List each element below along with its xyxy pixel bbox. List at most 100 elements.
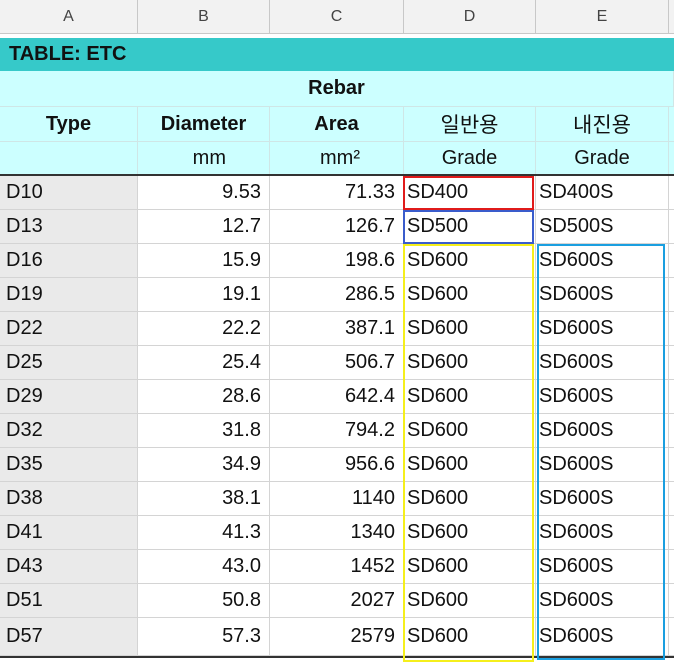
unit-diameter[interactable]: mm <box>138 142 270 176</box>
cell-type[interactable]: D41 <box>0 516 138 550</box>
cell-area[interactable]: 1340 <box>270 516 404 550</box>
cell-general-grade[interactable]: SD600 <box>404 482 536 516</box>
cell-diameter[interactable]: 22.2 <box>138 312 270 346</box>
cell-seismic-grade[interactable]: SD400S <box>536 176 669 210</box>
cell-general-grade[interactable]: SD500 <box>404 210 536 244</box>
cell-area[interactable]: 286.5 <box>270 278 404 312</box>
cell-empty[interactable] <box>669 312 674 346</box>
cell-diameter[interactable]: 43.0 <box>138 550 270 584</box>
cell-general-grade[interactable]: SD600 <box>404 278 536 312</box>
cell-area[interactable]: 506.7 <box>270 346 404 380</box>
cell-seismic-grade[interactable]: SD600S <box>536 312 669 346</box>
cell-diameter[interactable]: 38.1 <box>138 482 270 516</box>
cell-empty[interactable] <box>669 482 674 516</box>
cell-seismic-grade[interactable]: SD600S <box>536 414 669 448</box>
cell-empty[interactable] <box>669 380 674 414</box>
cell-area[interactable]: 2027 <box>270 584 404 618</box>
header-general-grade[interactable]: 일반용 <box>404 107 536 142</box>
cell-type[interactable]: D35 <box>0 448 138 482</box>
cell-area[interactable]: 956.6 <box>270 448 404 482</box>
cell-diameter[interactable]: 12.7 <box>138 210 270 244</box>
cell-empty[interactable] <box>669 618 674 656</box>
cell-seismic-grade[interactable]: SD600S <box>536 448 669 482</box>
cell-seismic-grade[interactable]: SD600S <box>536 278 669 312</box>
header-seismic-grade[interactable]: 내진용 <box>536 107 669 142</box>
cell-general-grade[interactable]: SD600 <box>404 312 536 346</box>
cell-diameter[interactable]: 50.8 <box>138 584 270 618</box>
cell-area[interactable]: 1452 <box>270 550 404 584</box>
column-header-d[interactable]: D <box>404 0 536 34</box>
unit-general-grade[interactable]: Grade <box>404 142 536 176</box>
cell-type[interactable]: D43 <box>0 550 138 584</box>
cell-empty[interactable] <box>669 516 674 550</box>
cell-area[interactable]: 198.6 <box>270 244 404 278</box>
unit-seismic-grade[interactable]: Grade <box>536 142 669 176</box>
cell-area[interactable]: 387.1 <box>270 312 404 346</box>
cell-diameter[interactable]: 34.9 <box>138 448 270 482</box>
cell-empty[interactable] <box>669 244 674 278</box>
cell-type[interactable]: D51 <box>0 584 138 618</box>
cell-area[interactable]: 642.4 <box>270 380 404 414</box>
cell-type[interactable]: D10 <box>0 176 138 210</box>
column-header-f[interactable] <box>669 0 674 34</box>
cell-seismic-grade[interactable]: SD600S <box>536 346 669 380</box>
cell-diameter[interactable]: 31.8 <box>138 414 270 448</box>
table-title[interactable]: TABLE: ETC <box>9 43 127 65</box>
cell-area[interactable]: 1140 <box>270 482 404 516</box>
column-header-b[interactable]: B <box>138 0 270 34</box>
cell-type[interactable]: D32 <box>0 414 138 448</box>
cell-type[interactable]: D25 <box>0 346 138 380</box>
cell-seismic-grade[interactable]: SD500S <box>536 210 669 244</box>
cell-diameter[interactable]: 57.3 <box>138 618 270 656</box>
column-header-c[interactable]: C <box>270 0 404 34</box>
cell-general-grade[interactable]: SD600 <box>404 448 536 482</box>
cell-general-grade[interactable]: SD600 <box>404 516 536 550</box>
header-area[interactable]: Area <box>270 107 404 142</box>
cell-type[interactable]: D38 <box>0 482 138 516</box>
cell-seismic-grade[interactable]: SD600S <box>536 550 669 584</box>
group-header-rebar[interactable]: Rebar <box>0 71 674 107</box>
cell-area[interactable]: 71.33 <box>270 176 404 210</box>
cell-seismic-grade[interactable]: SD600S <box>536 584 669 618</box>
unit-type[interactable] <box>0 142 138 176</box>
header-type[interactable]: Type <box>0 107 138 142</box>
cell-area[interactable]: 794.2 <box>270 414 404 448</box>
cell-empty[interactable] <box>669 210 674 244</box>
cell-seismic-grade[interactable]: SD600S <box>536 482 669 516</box>
unit-area[interactable]: mm² <box>270 142 404 176</box>
header-empty[interactable] <box>669 107 674 142</box>
cell-diameter[interactable]: 25.4 <box>138 346 270 380</box>
cell-diameter[interactable]: 9.53 <box>138 176 270 210</box>
cell-general-grade[interactable]: SD600 <box>404 244 536 278</box>
cell-empty[interactable] <box>669 176 674 210</box>
column-header-a[interactable]: A <box>0 0 138 34</box>
cell-general-grade[interactable]: SD400 <box>404 176 536 210</box>
cell-seismic-grade[interactable]: SD600S <box>536 516 669 550</box>
cell-type[interactable]: D13 <box>0 210 138 244</box>
cell-type[interactable]: D16 <box>0 244 138 278</box>
cell-empty[interactable] <box>669 414 674 448</box>
cell-diameter[interactable]: 15.9 <box>138 244 270 278</box>
cell-seismic-grade[interactable]: SD600S <box>536 244 669 278</box>
cell-seismic-grade[interactable]: SD600S <box>536 618 669 656</box>
cell-seismic-grade[interactable]: SD600S <box>536 380 669 414</box>
cell-type[interactable]: D29 <box>0 380 138 414</box>
header-diameter[interactable]: Diameter <box>138 107 270 142</box>
cell-general-grade[interactable]: SD600 <box>404 346 536 380</box>
cell-general-grade[interactable]: SD600 <box>404 550 536 584</box>
cell-diameter[interactable]: 19.1 <box>138 278 270 312</box>
cell-empty[interactable] <box>669 278 674 312</box>
cell-empty[interactable] <box>669 346 674 380</box>
cell-diameter[interactable]: 28.6 <box>138 380 270 414</box>
cell-type[interactable]: D22 <box>0 312 138 346</box>
cell-general-grade[interactable]: SD600 <box>404 618 536 656</box>
cell-general-grade[interactable]: SD600 <box>404 380 536 414</box>
cell-diameter[interactable]: 41.3 <box>138 516 270 550</box>
cell-general-grade[interactable]: SD600 <box>404 584 536 618</box>
cell-area[interactable]: 2579 <box>270 618 404 656</box>
unit-empty[interactable] <box>669 142 674 176</box>
cell-type[interactable]: D19 <box>0 278 138 312</box>
cell-empty[interactable] <box>669 550 674 584</box>
cell-general-grade[interactable]: SD600 <box>404 414 536 448</box>
cell-area[interactable]: 126.7 <box>270 210 404 244</box>
